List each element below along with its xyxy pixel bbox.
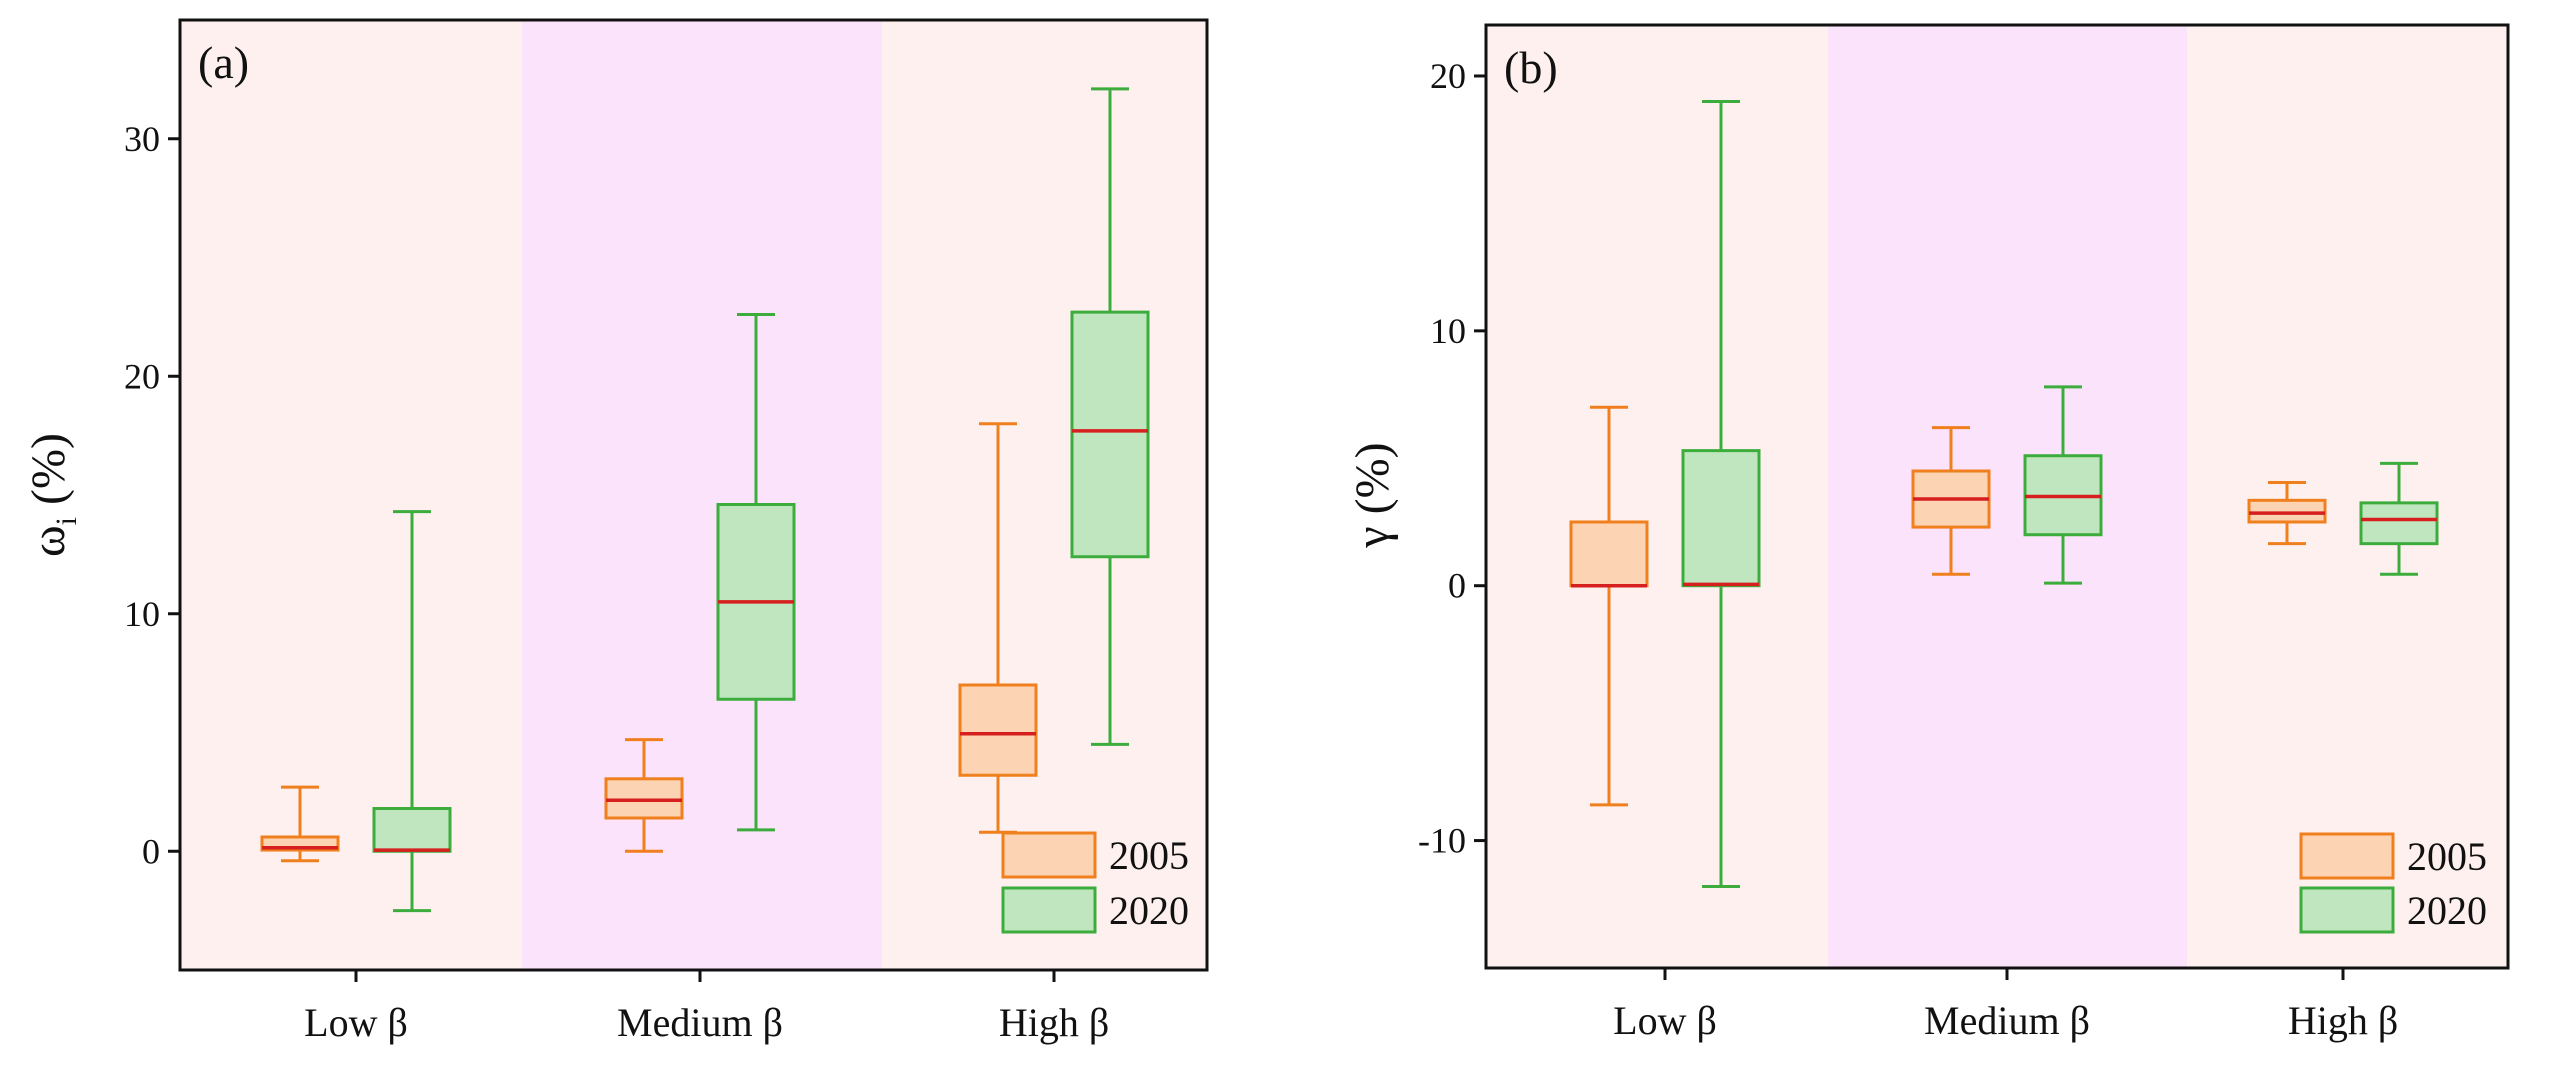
box-iqr — [958, 683, 1038, 777]
y-axis-symbol: ω — [22, 525, 75, 557]
category-band — [2187, 25, 2508, 968]
x-tick-label: Low β — [1613, 998, 1717, 1043]
legend-label-2020: 2020 — [2407, 888, 2487, 933]
box-iqr — [2247, 498, 2327, 524]
legend: 2005 2020 — [2299, 832, 2487, 934]
plot-frame — [178, 18, 1209, 972]
legend: 2005 2020 — [1001, 831, 1189, 934]
category-band — [180, 20, 522, 970]
box-2020-medium — [2023, 385, 2103, 585]
y-tick-label: 30 — [124, 119, 160, 159]
legend-swatch-2005 — [2299, 832, 2395, 880]
box-2020-medium — [716, 313, 796, 832]
box-2020-high — [2359, 461, 2439, 576]
box-2005-high — [2247, 480, 2327, 546]
box-iqr — [2359, 501, 2439, 546]
category-band — [522, 20, 882, 970]
legend-label-2020: 2020 — [1109, 888, 1189, 933]
category-band — [1828, 25, 2187, 968]
y-tick-label: 0 — [142, 831, 160, 871]
box-iqr — [1070, 310, 1150, 559]
y-tick-label: 20 — [1430, 56, 1466, 96]
legend-label-2005: 2005 — [2407, 834, 2487, 879]
y-tick-label: 10 — [124, 594, 160, 634]
box-iqr — [1681, 449, 1761, 588]
x-tick-label: High β — [999, 1000, 1109, 1045]
y-axis-title: γ (%) — [1346, 442, 1399, 548]
panel-label: (a) — [198, 37, 249, 88]
box-2020-low — [1681, 99, 1761, 888]
box-2005-medium — [604, 738, 684, 853]
legend-swatch-2005 — [1001, 831, 1097, 879]
y-axis-unit: (%) — [22, 433, 75, 505]
box-2005-low — [1569, 405, 1649, 807]
box-2005-medium — [1911, 426, 1991, 576]
y-tick-label: 20 — [124, 356, 160, 396]
plot-frame — [1484, 23, 2510, 970]
panel-label: (b) — [1504, 42, 1558, 93]
box-2020-low — [372, 510, 452, 913]
box-iqr — [372, 807, 452, 853]
y-axis-spacer — [1346, 514, 1399, 526]
box-2005-high — [958, 422, 1038, 834]
x-tick-label: High β — [2288, 998, 2398, 1043]
box-2005-low — [260, 785, 340, 863]
box-iqr — [1569, 520, 1649, 588]
x-tick-label: Medium β — [1924, 998, 2090, 1043]
y-axis-spacer — [22, 505, 75, 517]
box-2020-high — [1070, 87, 1150, 746]
x-tick-label: Medium β — [617, 1000, 783, 1045]
y-tick-label: -10 — [1418, 821, 1466, 861]
y-tick-label: 10 — [1430, 311, 1466, 351]
legend-label-2005: 2005 — [1109, 833, 1189, 878]
category-band — [1486, 25, 1828, 968]
y-axis-symbol: γ — [1346, 526, 1399, 548]
category-band — [882, 20, 1207, 970]
legend-swatch-2020 — [1001, 886, 1097, 934]
y-axis-unit: (%) — [1346, 442, 1399, 514]
y-tick-label: 0 — [1448, 566, 1466, 606]
legend-swatch-2020 — [2299, 886, 2395, 934]
x-tick-label: Low β — [304, 1000, 408, 1045]
y-axis-title: ωi (%) — [22, 433, 83, 557]
box-iqr — [604, 777, 684, 820]
y-axis-subscript: i — [50, 517, 83, 525]
